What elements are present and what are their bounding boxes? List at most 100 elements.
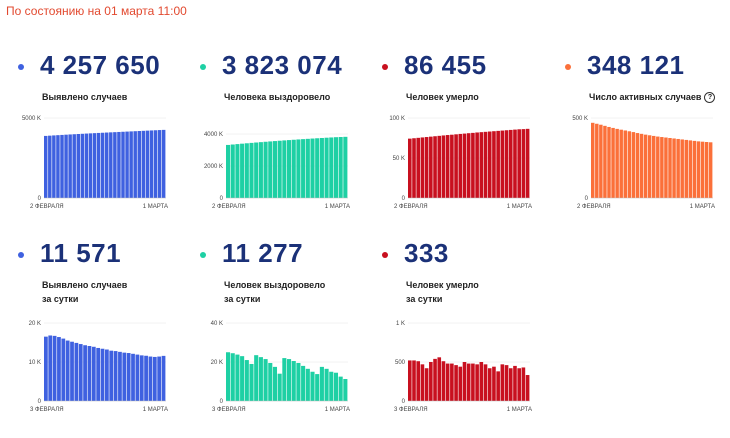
series-dot	[200, 252, 206, 258]
bar	[52, 135, 56, 198]
bar	[48, 135, 52, 198]
x-tick-start: 2 ФЕВРАЛЯ	[394, 204, 428, 210]
stat-card-5: 11 277 Человек выздоровело за сутки	[200, 238, 375, 438]
bar	[513, 365, 517, 401]
bar	[44, 135, 48, 198]
y-tick-label: 1 K	[396, 321, 405, 327]
bar	[492, 131, 496, 198]
bar	[680, 139, 684, 198]
y-tick-label: 4000 K	[204, 132, 223, 138]
bar	[137, 131, 141, 198]
bar	[664, 137, 668, 198]
bar	[76, 134, 80, 198]
bar	[100, 348, 105, 401]
series-dot	[18, 64, 24, 70]
bar	[291, 361, 296, 401]
stat-card-0: 4 257 650 Выявлено случаев	[18, 50, 193, 250]
bar	[656, 136, 660, 198]
y-tick-label: 500 K	[572, 116, 588, 122]
stat-sublabel: за сутки	[406, 294, 443, 304]
x-tick-end: 1 МАРТА	[507, 407, 532, 413]
x-tick-start: 2 ФЕВРАЛЯ	[30, 204, 64, 210]
stat-sublabel: за сутки	[42, 294, 79, 304]
bar	[517, 368, 521, 401]
bar	[92, 133, 97, 198]
bar	[504, 130, 509, 198]
bar	[479, 132, 484, 198]
x-tick-start: 2 ФЕВРАЛЯ	[577, 204, 611, 210]
bar	[338, 137, 343, 198]
stat-sublabel: за сутки	[224, 294, 261, 304]
bar	[483, 131, 488, 198]
bar	[121, 131, 125, 198]
bar	[324, 368, 329, 401]
bar	[226, 352, 231, 401]
bar	[117, 131, 121, 198]
stat-label-text: Человек умерло	[406, 280, 479, 290]
y-tick-label: 50 K	[393, 156, 405, 162]
bar	[595, 123, 599, 198]
bar	[315, 138, 320, 198]
bar	[660, 137, 664, 198]
bar	[615, 128, 619, 198]
bar	[441, 135, 446, 198]
bar	[109, 132, 113, 198]
y-tick-label: 20 K	[211, 360, 223, 366]
bar	[287, 140, 292, 198]
x-tick-end: 1 МАРТА	[143, 204, 168, 210]
bar	[277, 373, 282, 401]
bar	[635, 133, 640, 198]
bar	[263, 141, 268, 198]
bar	[329, 137, 334, 198]
y-tick-label: 0	[585, 196, 589, 202]
bar	[599, 124, 603, 198]
bar	[88, 133, 93, 198]
y-tick-label: 0	[220, 399, 224, 405]
bar	[80, 133, 85, 198]
stat-label: Человек умерло	[406, 90, 479, 104]
bar	[652, 135, 656, 198]
bar	[521, 129, 526, 198]
bar	[113, 132, 117, 198]
bar	[282, 358, 287, 401]
bar	[254, 355, 259, 401]
bar	[420, 364, 425, 401]
bar	[696, 141, 701, 198]
bar	[513, 129, 517, 198]
help-icon[interactable]: ?	[704, 92, 716, 104]
stat-value: 3 823 074	[222, 50, 343, 80]
y-tick-label: 100 K	[389, 116, 405, 122]
stat-label: Человека выздоровело	[224, 90, 330, 104]
bar	[105, 132, 109, 198]
bar	[433, 136, 437, 198]
stat-value: 11 571	[40, 238, 122, 268]
bar	[496, 130, 500, 198]
y-tick-label: 10 K	[29, 360, 41, 366]
bar	[301, 139, 306, 198]
stat-value: 11 277	[222, 238, 304, 268]
bar	[408, 360, 412, 401]
bar	[109, 350, 114, 401]
bar	[475, 364, 479, 401]
bar	[87, 346, 92, 401]
bar	[277, 140, 282, 198]
bar	[296, 139, 301, 198]
bar	[74, 342, 79, 401]
bar	[44, 336, 48, 401]
bar	[72, 134, 76, 198]
bar	[84, 133, 89, 198]
bar	[504, 365, 509, 401]
bar	[157, 130, 162, 198]
stat-label-text: Человек умерло	[406, 92, 479, 102]
bar	[627, 131, 632, 198]
y-tick-label: 0	[38, 399, 42, 405]
bar	[64, 134, 68, 198]
bar	[429, 136, 433, 198]
bar	[78, 344, 83, 401]
bar	[315, 374, 320, 401]
y-tick-label: 40 K	[211, 321, 223, 327]
bar	[126, 353, 131, 401]
bar	[420, 137, 425, 198]
bar	[433, 358, 437, 401]
bar-chart-2: 100 K 50 K 0 2 ФЕВРАЛЯ 1 МАРТА	[389, 116, 532, 210]
